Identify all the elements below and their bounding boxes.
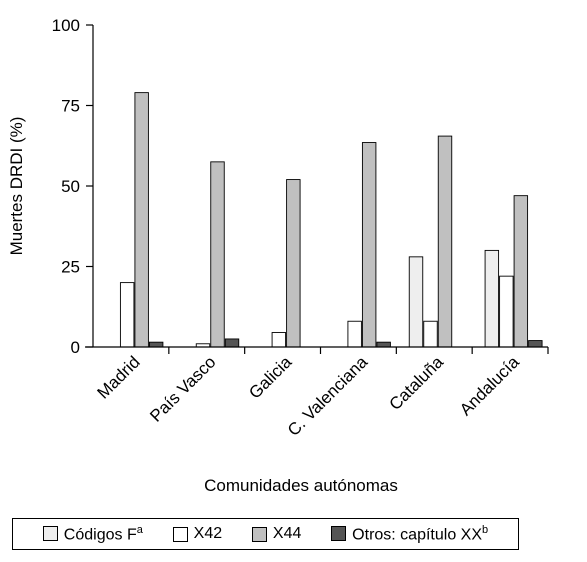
bars-layer [119,92,543,348]
legend-swatch [172,526,188,542]
y-axis-title: Muertes DRDI (%) [7,117,26,256]
bar-4 [528,340,543,348]
legend-swatch [251,526,267,542]
legend-swatch [331,526,347,542]
bar-3 [513,195,529,348]
bar-3 [286,179,301,348]
bar-4 [224,338,240,348]
bar-2 [423,320,438,348]
x-tick-label: Cataluña [386,352,448,414]
legend-item: X44 [251,525,302,543]
bar-2 [271,332,287,348]
legend-label: Códigos Fa [63,523,143,544]
y-tick-label: 100 [52,16,80,35]
legend-label: X42 [193,525,223,542]
legend-item: X42 [172,525,223,543]
bar-2 [347,320,362,348]
bar-2 [499,275,514,348]
x-tick-label: Andalucía [456,352,523,419]
y-axis-ticks: 0 25 50 75 100 [52,16,93,357]
x-tick-label: Galicia [245,352,296,403]
x-axis-title: Comunidades autónomas [204,476,398,495]
x-tick-label: Madrid [94,352,144,402]
bar-4 [148,341,164,348]
bar-2 [119,282,135,348]
bar-1 [408,256,424,348]
bar-3 [134,92,149,348]
legend-item: Otros: capítulo XXb [331,524,488,544]
bar-1 [484,249,500,348]
legend-item: Códigos Fa [42,523,143,544]
legend-label: X44 [272,525,302,542]
legend-footnote-mark: a [136,523,143,536]
bar-4 [376,341,391,348]
legend-footnote-mark: b [482,523,489,536]
x-tick-label: País Vasco [146,352,219,425]
legend-label: Otros: capítulo XXb [352,523,489,544]
y-tick-label: 0 [71,338,80,357]
x-tick-label: C. Valenciana [284,352,372,440]
y-tick-label: 75 [61,97,80,116]
legend: Códigos Fa X42 X44 Otros: capítulo XXb [12,518,519,550]
bar-3 [437,135,453,348]
y-tick-label: 50 [61,177,80,196]
legend-swatch [42,526,58,542]
bar-3 [361,142,377,348]
bar-3 [210,161,225,348]
y-tick-label: 25 [61,258,80,277]
